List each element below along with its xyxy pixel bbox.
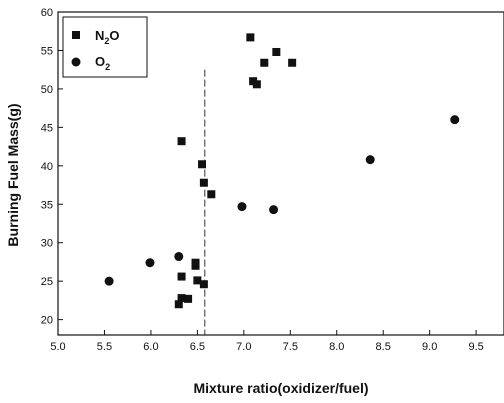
y-axis-title: Burning Fuel Mass(g) <box>5 103 21 246</box>
legend-box <box>62 16 148 78</box>
x-tick-label: 5.0 <box>50 341 65 353</box>
legend-marker-square <box>72 31 80 39</box>
o2-point <box>450 115 460 125</box>
n2o-point <box>177 294 186 303</box>
x-tick-label: 9.5 <box>468 341 483 353</box>
x-tick-label: 6.0 <box>143 341 158 353</box>
legend: N2O O2 <box>62 16 148 78</box>
legend-marker-circle <box>71 57 81 67</box>
o2-point <box>104 276 114 286</box>
legend-n2o-main: N <box>95 28 104 43</box>
n2o-point <box>207 190 216 199</box>
legend-n2o-tail: O <box>109 28 119 43</box>
legend-label-n2o: N2O <box>95 28 120 46</box>
legend-n2o-subscript: 2 <box>104 36 109 46</box>
y-tick-label: 60 <box>41 7 53 19</box>
x-axis-title: Mixture ratio(oxidizer/fuel) <box>193 380 368 396</box>
n2o-point <box>252 80 261 89</box>
x-tick-label: 7.0 <box>236 341 251 353</box>
n2o-point <box>177 137 186 146</box>
n2o-point <box>246 33 255 42</box>
o2-point <box>237 202 247 212</box>
y-tick-label: 30 <box>41 238 53 250</box>
y-axis: 20 25 30 35 40 45 50 55 60 <box>41 7 63 327</box>
data-points <box>104 33 460 309</box>
n2o-point <box>199 178 208 187</box>
n2o-point <box>199 280 208 289</box>
o2-point <box>269 205 279 215</box>
legend-o2-subscript: 2 <box>105 62 110 72</box>
n2o-point <box>288 58 297 67</box>
o2-point <box>365 155 375 165</box>
legend-o2-main: O <box>95 54 105 69</box>
x-tick-label: 8.5 <box>376 341 391 353</box>
y-tick-label: 45 <box>41 122 53 134</box>
n2o-point <box>260 58 269 67</box>
n2o-point <box>177 272 186 281</box>
n2o-point <box>198 160 207 169</box>
o2-point <box>174 252 184 262</box>
y-tick-label: 50 <box>41 84 53 96</box>
legend-label-o2: O2 <box>95 54 110 72</box>
n2o-point <box>272 47 281 56</box>
y-tick-label: 35 <box>41 199 53 211</box>
x-tick-label: 9.0 <box>422 341 437 353</box>
x-axis: 5.0 5.5 6.0 6.5 7.0 7.5 8.0 8.5 9.0 9.5 <box>50 330 484 353</box>
n2o-point <box>193 276 202 285</box>
x-tick-label: 6.5 <box>190 341 205 353</box>
x-tick-label: 5.5 <box>97 341 112 353</box>
o2-point <box>145 258 155 268</box>
x-tick-label: 7.5 <box>283 341 298 353</box>
plot-area <box>57 11 504 336</box>
n2o-point <box>191 258 200 267</box>
y-tick-label: 55 <box>41 45 53 57</box>
y-tick-label: 40 <box>41 161 53 173</box>
y-tick-label: 25 <box>41 276 53 288</box>
x-tick-label: 8.0 <box>329 341 344 353</box>
n2o-point <box>184 294 193 303</box>
n2o-point <box>174 300 183 309</box>
y-tick-label: 20 <box>41 315 53 327</box>
